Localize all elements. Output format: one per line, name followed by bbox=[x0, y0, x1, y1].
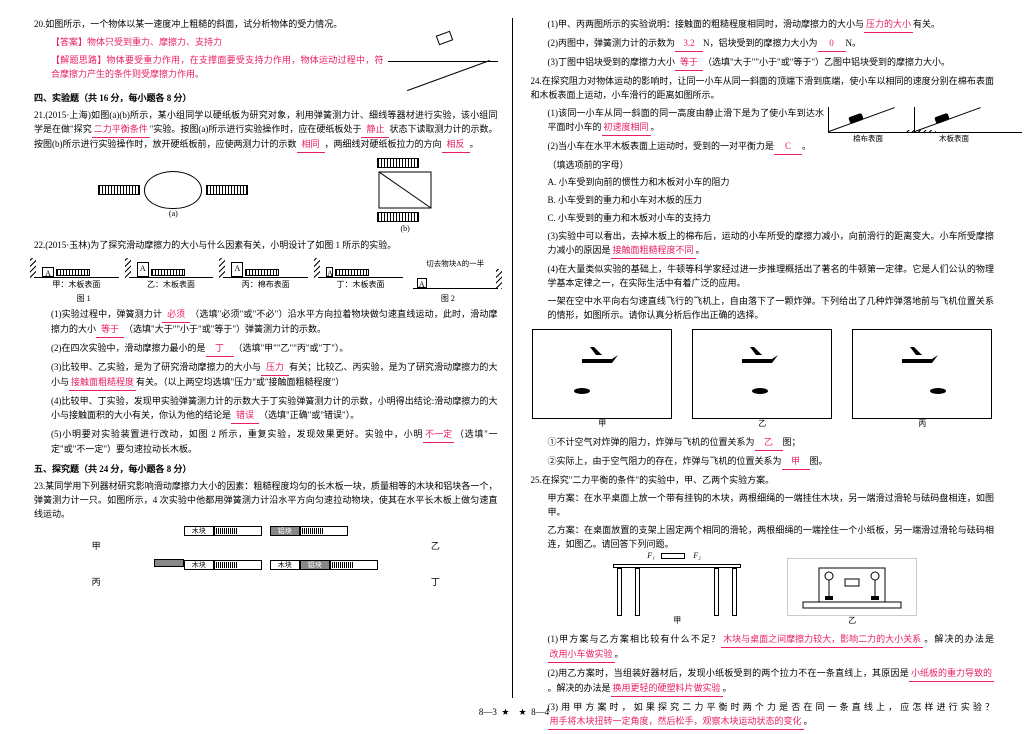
b24-1: 初速度相同 bbox=[602, 121, 651, 136]
fig23: 木块 铝块 bbox=[34, 526, 498, 536]
b-21-4: 相反 bbox=[442, 138, 470, 153]
q22-num: 22. bbox=[34, 240, 45, 250]
b-21-3: 相同 bbox=[297, 138, 325, 153]
section5: 五、探究题（共 24 分，每小题各 8 分） bbox=[34, 463, 498, 477]
b24c-1: 乙 bbox=[755, 436, 783, 451]
optB: B. 小车受到的重力和小车对木板的压力 bbox=[531, 194, 995, 208]
fig-ab: (a) (b) bbox=[34, 157, 498, 236]
q24-num: 24. bbox=[531, 76, 542, 86]
r-b1: 压力的大小 bbox=[864, 18, 913, 33]
b25-2: 小纸板的重力导致的 bbox=[909, 667, 994, 682]
b24-3: 接触面粗糙程度不同 bbox=[611, 244, 696, 259]
optA: A. 小车受到向前的惯性力和木板对小车的阻力 bbox=[531, 176, 995, 190]
b25-1: 木块与桌面之间摩擦力较大，影响二力的大小关系 bbox=[721, 633, 923, 648]
fig25: F₁ F₂ 甲 乙 bbox=[531, 558, 995, 627]
q23-text: 某同学用下列器材研究影响滑动摩擦力大小的因素：粗糙程度均匀的长木板一块，质量相等… bbox=[34, 481, 498, 519]
q21-num: 21. bbox=[34, 110, 45, 120]
b24c-2: 甲 bbox=[782, 455, 810, 470]
q20-num: 20. bbox=[34, 19, 45, 29]
fig1-row: A甲：木板表面 A乙：木板表面 A丙：棉布表面 A丁：木板表面 切去物块A的一半… bbox=[34, 258, 498, 291]
b24-2: C bbox=[774, 140, 802, 155]
r-b2a: 3.2 bbox=[675, 37, 703, 52]
r-b3: 等于 bbox=[675, 56, 703, 71]
section4: 四、实验题（共 16 分，每小题各 8 分） bbox=[34, 92, 498, 106]
b25-2x: 换用更轻的硬塑料片做实验 bbox=[611, 682, 723, 697]
b-21-2: 静止 bbox=[361, 123, 389, 138]
b-22-5: 接触面粗糙程度 bbox=[69, 376, 136, 391]
ramp-figs: 棉布表面 木板表面 bbox=[828, 107, 994, 145]
b-21-1: 二力平衡条件 bbox=[92, 123, 150, 138]
q24-text: 在探究阻力对物体运动的影响时，让同一小车从同一斜面的顶端下滑到底端，使小车以相同… bbox=[531, 76, 995, 100]
b25-3: 用手将木块扭转一定角度，然后松手，观察木块运动状态的变化 bbox=[548, 715, 804, 730]
b-22-1: 必须 bbox=[162, 308, 190, 323]
optC: C. 小车受到的重力和木板对小车的支持力 bbox=[531, 212, 995, 226]
star-icon: ★ bbox=[519, 707, 527, 717]
b-22-2: 等于 bbox=[96, 323, 124, 338]
q25-num: 25. bbox=[531, 475, 542, 485]
q21-src: (2015·上海)如图(a)(b)所示，某小组同学以硬纸板为研究对象，利用弹簧测… bbox=[45, 110, 461, 120]
b-22-7: 不一定 bbox=[423, 428, 454, 443]
b-22-4: 压力 bbox=[261, 361, 289, 376]
b-22-6: 错误 bbox=[231, 409, 259, 424]
b25-1x: 改用小车做实验 bbox=[548, 648, 615, 663]
plane-figs: 甲 乙 丙 bbox=[531, 329, 995, 430]
incline-fig bbox=[388, 12, 498, 62]
star-icon: ★ bbox=[501, 707, 509, 717]
b-22-3: 丁 bbox=[206, 342, 234, 357]
q23-num: 23. bbox=[34, 481, 45, 491]
q22-src: (2015·玉林)为了探究滑动摩擦力的大小与什么因素有关，小明设计了如图 1 所… bbox=[45, 240, 396, 250]
r-b2b: 0 bbox=[818, 37, 846, 52]
q20-text: 如图所示，一个物体以某一速度冲上粗糙的斜面，试分析物体的受力情况。 bbox=[45, 19, 342, 29]
